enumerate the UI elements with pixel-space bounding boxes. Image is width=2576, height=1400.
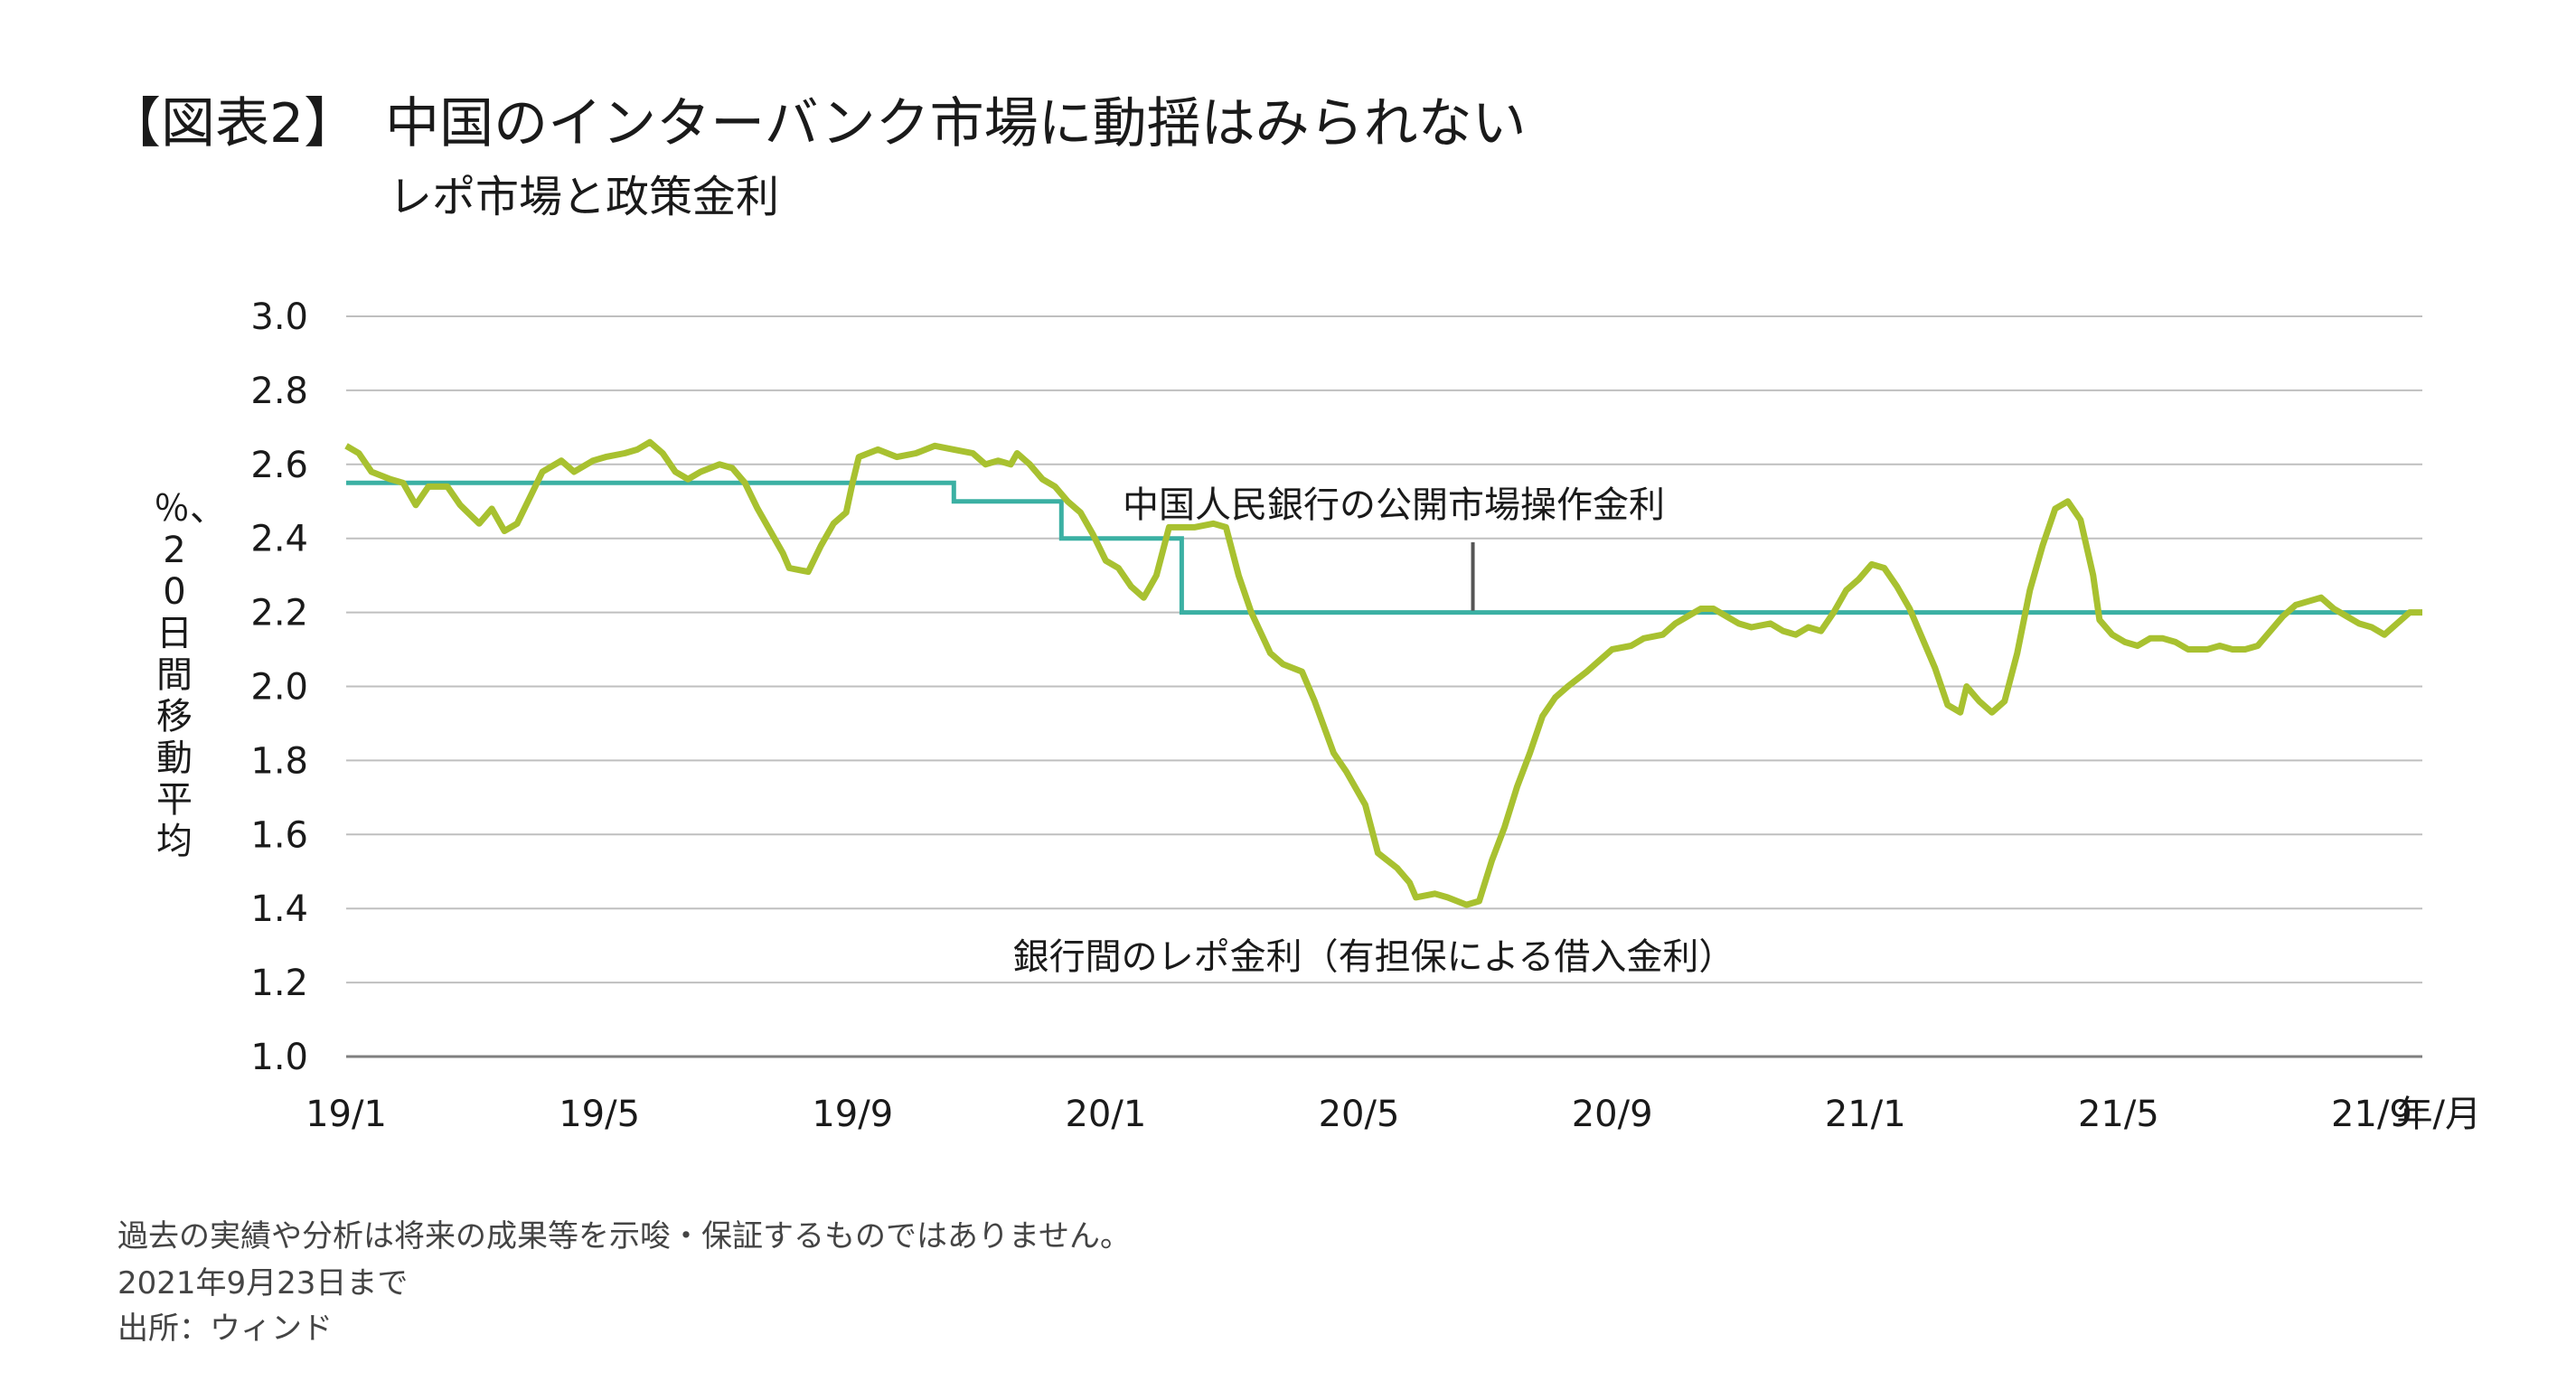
y-tick-label: 1.4 — [250, 888, 308, 930]
y-tick-label: 3.0 — [250, 296, 308, 338]
y-tick-label: 2.4 — [250, 519, 308, 560]
x-tick-label: 19/1 — [306, 1094, 387, 1135]
disclaimer-note: 過去の実績や分析は将来の成果等を示唆・保証するものではありません。 — [118, 1218, 1131, 1254]
x-tick-label: 21/1 — [1825, 1094, 1906, 1135]
gridlines — [346, 315, 2422, 1058]
y-tick-label: 1.8 — [250, 740, 308, 782]
y-tick-label: 1.0 — [250, 1037, 308, 1078]
y-tick-label: 1.6 — [250, 814, 308, 856]
y-tick-label: 1.2 — [250, 963, 308, 1004]
source-note: 出所：ウィンド — [118, 1311, 333, 1347]
x-tick-labels: 19/1 19/5 19/9 20/1 20/5 20/9 21/1 21/5 21/9 — [306, 1094, 2412, 1135]
chart-subtitle: レポ市場と政策金利 — [389, 172, 780, 222]
chart-title: 【図表2】 中国のインターバンク市場に動揺はみられない — [107, 92, 1527, 155]
y-tick-label: 2.8 — [250, 371, 308, 412]
policy-rate-line — [346, 480, 2422, 615]
x-tick-label: 21/9 — [2331, 1094, 2412, 1135]
y-tick-label: 2.6 — [250, 445, 308, 486]
x-tick-label: 20/9 — [1572, 1094, 1653, 1135]
y-tick-label: 2.0 — [250, 667, 308, 709]
repo-rate-annotation: 銀行間のレポ金利（有担保による借入金利） — [1013, 936, 1735, 978]
repo-rate-line — [344, 438, 2422, 908]
as-of-date-note: 2021年9月23日まで — [118, 1265, 409, 1301]
x-axis-unit-label: 年/月 — [2397, 1094, 2481, 1135]
x-tick-label: 19/5 — [559, 1094, 640, 1135]
y-tick-label: 2.2 — [250, 593, 308, 634]
x-tick-label: 20/5 — [1319, 1094, 1400, 1135]
x-tick-label: 20/1 — [1065, 1094, 1146, 1135]
y-tick-labels: 1.0 1.2 1.4 1.6 1.8 2.0 2.2 2.4 2.6 2.8 3.0 — [250, 296, 308, 1078]
x-tick-label: 21/5 — [2078, 1094, 2159, 1135]
policy-rate-annotation: 中国人民銀行の公開市場操作金利 — [1123, 484, 1665, 526]
x-tick-label: 19/9 — [812, 1094, 893, 1135]
